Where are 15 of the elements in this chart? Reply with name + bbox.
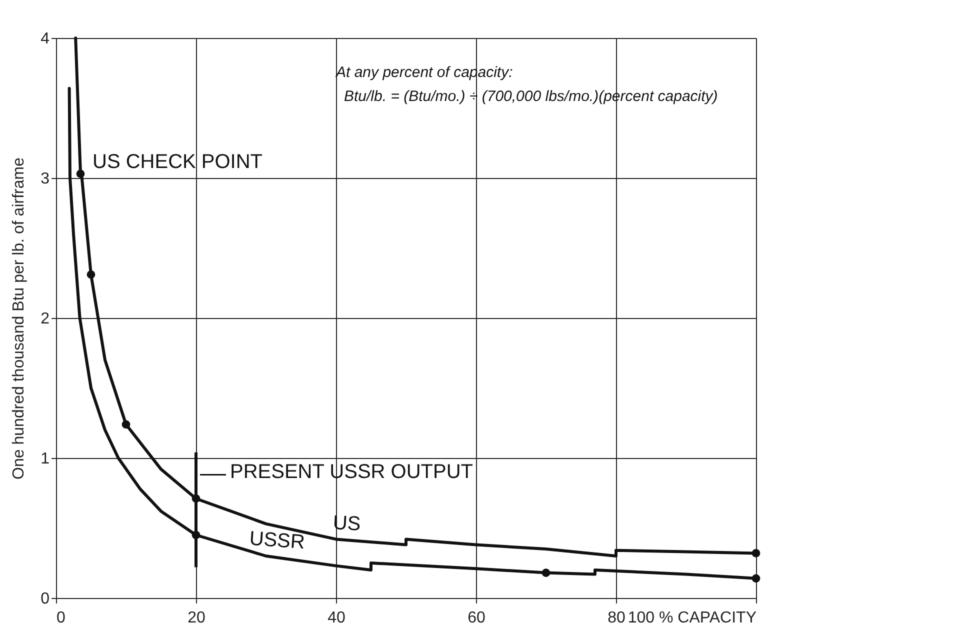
x-tick-label: 60 xyxy=(468,610,486,626)
x-tick-label: 80 xyxy=(608,610,626,626)
y-tick-label: 1 xyxy=(40,450,50,468)
y-tick-label: 4 xyxy=(40,30,50,48)
series-label: USSR xyxy=(248,528,306,554)
x-tick-label: 20 xyxy=(188,610,206,626)
x-tick-label: 100 % CAPACITY xyxy=(628,610,757,626)
x-tick-label: 40 xyxy=(328,610,346,626)
y-tick-label: 0 xyxy=(40,590,50,608)
series-label: US xyxy=(332,512,362,536)
y-tick-label: 3 xyxy=(40,170,50,188)
y-axis-title: One hundred thousand Btu per lb. of airframe xyxy=(10,157,28,480)
y-tick-label: 2 xyxy=(40,310,50,328)
annotation: US CHECK POINT xyxy=(92,150,263,173)
x-tick-label: 0 xyxy=(56,610,66,626)
